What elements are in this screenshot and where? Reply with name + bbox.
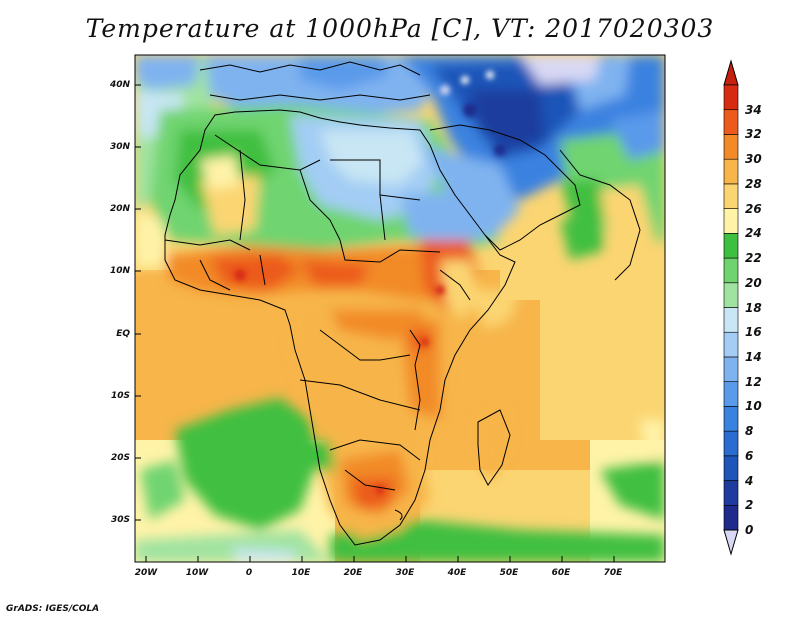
colorbar-segment — [723, 183, 739, 209]
colorbar-segment — [723, 455, 739, 481]
plot-title: Temperature at 1000hPa [C], VT: 20170203… — [85, 14, 715, 43]
colorbar-label: 2 — [745, 498, 754, 513]
colorbar-segment — [723, 430, 739, 457]
colorbar-label: 22 — [745, 251, 762, 266]
colorbar-segment — [723, 406, 739, 432]
colorbar-segment — [723, 356, 739, 382]
lat-label-30n: 30N — [109, 142, 130, 152]
colorbar-segment — [723, 208, 739, 234]
plot-frame — [134, 54, 666, 563]
colorbar — [723, 59, 739, 556]
colorbar-segment — [723, 381, 739, 407]
colorbar-segment — [723, 84, 739, 111]
lon-label-60e: 60E — [551, 568, 571, 578]
lat-label-20n: 20N — [109, 204, 130, 214]
colorbar-label: 14 — [745, 349, 762, 364]
colorbar-label: 6 — [745, 448, 754, 463]
colorbar-label: 28 — [745, 176, 762, 191]
colorbar-label: 4 — [745, 473, 754, 488]
colorbar-label: 12 — [745, 374, 762, 389]
lat-label-eq: EQ — [116, 329, 130, 339]
colorbar-segment — [723, 331, 739, 358]
colorbar-label: 18 — [745, 300, 762, 315]
lat-label-10n: 10N — [109, 266, 130, 276]
colorbar-segment — [723, 480, 739, 506]
lon-label-0: 0 — [245, 568, 253, 578]
colorbar-segment — [723, 307, 739, 333]
colorbar-segment — [723, 134, 739, 160]
lon-label-10w: 10W — [185, 568, 209, 578]
colorbar-segment — [723, 504, 739, 531]
lon-label-20e: 20E — [343, 568, 363, 578]
colorbar-label: 32 — [745, 127, 762, 142]
colorbar-under-arrow — [723, 529, 739, 556]
lon-label-70e: 70E — [603, 568, 623, 578]
lat-label-30s: 30S — [110, 515, 130, 525]
lon-label-50e: 50E — [499, 568, 519, 578]
colorbar-label: 10 — [745, 399, 762, 414]
lon-label-20w: 20W — [134, 568, 158, 578]
lat-label-40n: 40N — [109, 80, 130, 90]
axis-ticks — [135, 84, 615, 562]
coastlines — [164, 61, 641, 546]
colorbar-segment — [723, 233, 739, 259]
lat-label-10s: 10S — [110, 391, 130, 401]
colorbar-label: 24 — [745, 226, 762, 241]
colorbar-segment — [723, 109, 739, 135]
colorbar-label: 0 — [745, 523, 754, 537]
lon-label-10e: 10E — [291, 568, 311, 578]
colorbar-segment — [723, 158, 739, 185]
colorbar-label: 30 — [745, 152, 762, 167]
colorbar-segment — [723, 257, 739, 284]
lat-label-20s: 20S — [110, 453, 130, 463]
colorbar-label: 8 — [745, 424, 754, 439]
lon-label-30e: 30E — [395, 568, 415, 578]
colorbar-label: 16 — [745, 325, 762, 340]
colorbar-segment — [723, 282, 739, 308]
colorbar-label: 34 — [745, 102, 762, 117]
colorbar-over-arrow — [723, 59, 739, 86]
grads-credit: GrADS: IGES/COLA — [6, 604, 100, 614]
colorbar-label: 20 — [745, 275, 762, 290]
temperature-field — [135, 55, 665, 562]
colorbar-label: 26 — [745, 201, 762, 216]
lon-label-40e: 40E — [447, 568, 467, 578]
